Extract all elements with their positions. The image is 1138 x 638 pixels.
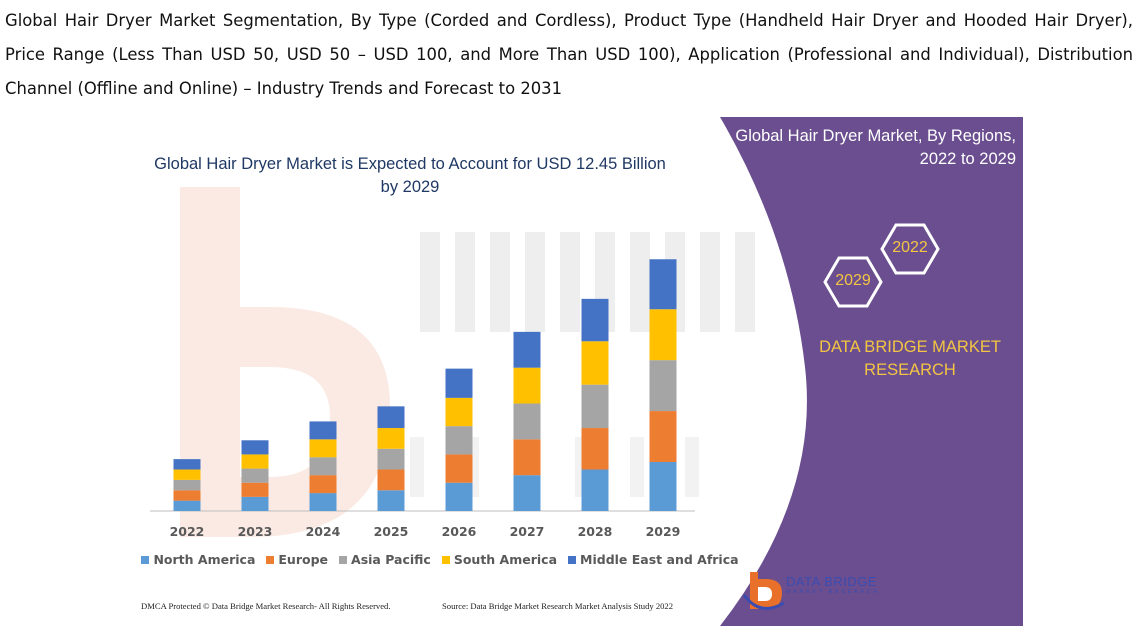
page-heading: Global Hair Dryer Market Segmentation, B… xyxy=(5,4,1133,106)
bar-2028-south-america xyxy=(582,341,609,384)
legend-swatch xyxy=(442,556,450,564)
legend-item: North America xyxy=(141,552,255,567)
brand-line2: RESEARCH xyxy=(864,361,956,379)
logo-line2: MARKET RESEARCH xyxy=(786,589,880,595)
legend-label: South America xyxy=(454,552,557,567)
bar-2026-europe xyxy=(446,454,473,482)
bar-2028-asia-pacific xyxy=(582,385,609,428)
bar-2026-asia-pacific xyxy=(446,426,473,454)
bar-2027-middle-east-and-africa xyxy=(514,332,541,368)
bar-2028-europe xyxy=(582,428,609,469)
brand-name: DATA BRIDGE MARKET RESEARCH xyxy=(805,336,1015,382)
bar-2027-north-america xyxy=(514,475,541,511)
legend-label: Europe xyxy=(278,552,328,567)
bar-2022-north-america xyxy=(174,501,201,511)
hex-end-year: 2029 xyxy=(823,272,883,290)
bar-2022-europe xyxy=(174,490,201,500)
logo-wordmark: DATA BRIDGE MARKET RESEARCH xyxy=(786,575,880,595)
bar-2029-asia-pacific xyxy=(650,360,677,411)
bar-2028-north-america xyxy=(582,470,609,511)
bar-2024-asia-pacific xyxy=(310,457,337,475)
legend-item: Asia Pacific xyxy=(339,552,431,567)
bar-2025-south-america xyxy=(378,428,405,449)
bar-2023-north-america xyxy=(242,497,269,511)
bar-2023-south-america xyxy=(242,454,269,468)
legend-swatch xyxy=(568,556,576,564)
side-title: Global Hair Dryer Market, By Regions, 20… xyxy=(720,125,1016,171)
bar-2025-north-america xyxy=(378,490,405,511)
bar-2025-europe xyxy=(378,470,405,491)
source-note: Source: Data Bridge Market Research Mark… xyxy=(442,601,673,611)
bar-2025-middle-east-and-africa xyxy=(378,406,405,428)
legend-swatch xyxy=(339,556,347,564)
copyright-note: DMCA Protected © Data Bridge Market Rese… xyxy=(141,601,391,611)
legend-label: Middle East and Africa xyxy=(580,552,739,567)
legend-label: North America xyxy=(153,552,255,567)
bar-2024-south-america xyxy=(310,439,337,457)
logo-line1: DATA BRIDGE xyxy=(786,575,880,589)
side-title-line2: 2022 to 2029 xyxy=(920,150,1016,168)
bar-2022-middle-east-and-africa xyxy=(174,459,201,469)
bar-2027-europe xyxy=(514,439,541,475)
bar-2027-asia-pacific xyxy=(514,404,541,440)
x-tick-label: 2027 xyxy=(510,524,545,539)
x-tick-label: 2024 xyxy=(306,524,341,539)
legend-item: Europe xyxy=(266,552,328,567)
x-tick-label: 2029 xyxy=(646,524,681,539)
x-tick-label: 2023 xyxy=(238,524,273,539)
bar-2025-asia-pacific xyxy=(378,449,405,470)
legend-swatch xyxy=(266,556,274,564)
bar-2023-europe xyxy=(242,483,269,497)
x-tick-label: 2028 xyxy=(578,524,613,539)
legend-label: Asia Pacific xyxy=(351,552,431,567)
legend-item: Middle East and Africa xyxy=(568,552,739,567)
legend-item: South America xyxy=(442,552,557,567)
bar-2029-north-america xyxy=(650,462,677,511)
legend-swatch xyxy=(141,556,149,564)
bar-2026-south-america xyxy=(446,398,473,426)
bar-2022-south-america xyxy=(174,470,201,480)
side-title-line1: Global Hair Dryer Market, By Regions, xyxy=(735,127,1016,145)
bar-2027-south-america xyxy=(514,368,541,404)
bar-2024-north-america xyxy=(310,493,337,511)
chart-legend: North America Europe Asia Pacific South Ame… xyxy=(160,552,720,567)
bar-2024-europe xyxy=(310,475,337,493)
bar-2029-south-america xyxy=(650,309,677,360)
x-tick-label: 2022 xyxy=(170,524,205,539)
bar-2028-middle-east-and-africa xyxy=(582,299,609,341)
x-tick-label: 2026 xyxy=(442,524,477,539)
bar-2023-asia-pacific xyxy=(242,469,269,483)
bar-2022-asia-pacific xyxy=(174,480,201,490)
bar-2026-middle-east-and-africa xyxy=(446,369,473,398)
bar-2024-middle-east-and-africa xyxy=(310,421,337,439)
bar-2026-north-america xyxy=(446,483,473,511)
brand-line1: DATA BRIDGE MARKET xyxy=(819,338,1001,356)
infographic: Global Hair Dryer Market is Expected to … xyxy=(120,117,1023,626)
bar-2029-middle-east-and-africa xyxy=(650,259,677,309)
x-tick-label: 2025 xyxy=(374,524,409,539)
bar-2029-europe xyxy=(650,411,677,462)
bar-2023-middle-east-and-africa xyxy=(242,440,269,454)
hex-start-year: 2022 xyxy=(880,239,940,257)
